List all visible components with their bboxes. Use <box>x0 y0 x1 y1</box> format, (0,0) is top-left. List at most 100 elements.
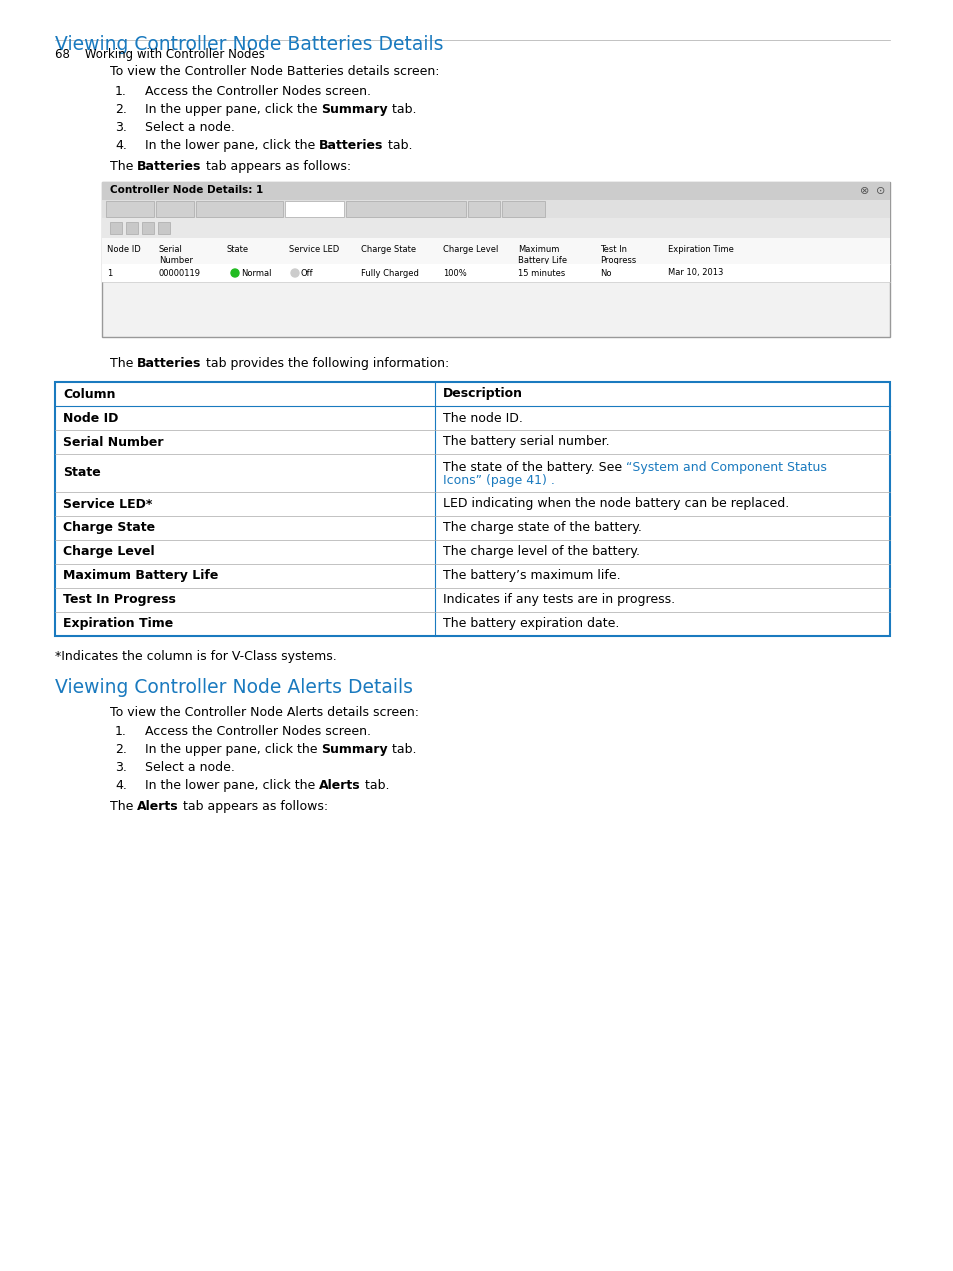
Text: Indicates if any tests are in progress.: Indicates if any tests are in progress. <box>442 594 675 606</box>
Text: Normal: Normal <box>241 268 272 277</box>
Text: 2.: 2. <box>115 744 127 756</box>
Bar <box>142 222 153 234</box>
Bar <box>102 182 889 337</box>
Text: 100%: 100% <box>442 268 466 277</box>
Text: LED indicating when the node battery can be replaced.: LED indicating when the node battery can… <box>442 497 788 511</box>
Text: Summary: Summary <box>321 103 388 116</box>
Text: Batteries: Batteries <box>137 160 201 173</box>
Bar <box>102 200 889 219</box>
Text: Access the Controller Nodes screen.: Access the Controller Nodes screen. <box>145 85 371 98</box>
Text: 1.: 1. <box>115 724 127 738</box>
Text: Batteries: Batteries <box>319 139 383 153</box>
Bar <box>468 201 500 217</box>
Bar <box>158 222 170 234</box>
Text: 00000119: 00000119 <box>159 268 201 277</box>
Bar <box>102 182 889 200</box>
Bar <box>110 222 122 234</box>
Text: Maximum Battery Life: Maximum Battery Life <box>63 569 218 582</box>
Text: No: No <box>599 268 611 277</box>
Text: Number: Number <box>159 255 193 264</box>
Text: 1: 1 <box>107 268 112 277</box>
Text: The: The <box>110 799 137 813</box>
Text: Maximum: Maximum <box>517 245 558 254</box>
Text: tab.: tab. <box>360 779 389 792</box>
Text: Expiration Time: Expiration Time <box>667 245 733 254</box>
Text: Select a node.: Select a node. <box>145 121 234 133</box>
Text: Progress: Progress <box>599 255 636 264</box>
Text: Charge Level: Charge Level <box>442 245 497 254</box>
Text: 2.: 2. <box>115 103 127 116</box>
Text: The battery’s maximum life.: The battery’s maximum life. <box>442 569 619 582</box>
Text: “System and Component Status: “System and Component Status <box>625 461 826 474</box>
Text: The battery serial number.: The battery serial number. <box>442 436 609 449</box>
Text: Charge Level: Charge Level <box>63 545 154 558</box>
Text: Alerts: Alerts <box>137 799 179 813</box>
Text: *Indicates the column is for V-Class systems.: *Indicates the column is for V-Class sys… <box>55 649 336 663</box>
Bar <box>156 201 193 217</box>
Text: The: The <box>110 357 137 370</box>
Bar <box>102 238 889 264</box>
Bar <box>102 264 889 282</box>
Text: tab.: tab. <box>388 103 416 116</box>
Text: Charge State: Charge State <box>360 245 416 254</box>
Text: The: The <box>110 160 137 173</box>
Text: Viewing Controller Node Batteries Details: Viewing Controller Node Batteries Detail… <box>55 36 443 53</box>
Text: In the lower pane, click the: In the lower pane, click the <box>145 139 319 153</box>
Text: Expiration Time: Expiration Time <box>63 618 173 630</box>
Text: Icons” (page 41) .: Icons” (page 41) . <box>442 474 555 487</box>
Text: Fully Charged: Fully Charged <box>360 268 418 277</box>
Text: ⊗: ⊗ <box>859 186 868 196</box>
Text: State: State <box>227 245 249 254</box>
Text: 3.: 3. <box>115 761 127 774</box>
Text: Description: Description <box>442 388 522 400</box>
Text: The node ID.: The node ID. <box>442 412 522 425</box>
Text: Summary: Summary <box>113 205 151 214</box>
Bar <box>346 201 466 217</box>
Text: Mar 10, 2013: Mar 10, 2013 <box>667 268 722 277</box>
Text: The state of the battery. See: The state of the battery. See <box>442 461 625 474</box>
Text: Batteries: Batteries <box>137 357 201 370</box>
Text: The charge state of the battery.: The charge state of the battery. <box>442 521 641 535</box>
Text: tab appears as follows:: tab appears as follows: <box>179 799 328 813</box>
Text: Fans: Fans <box>472 205 489 214</box>
Bar <box>195 201 283 217</box>
Text: Select a node.: Select a node. <box>145 761 234 774</box>
Text: Service LED: Service LED <box>289 245 339 254</box>
Text: Microcontroller Unit: Microcontroller Unit <box>350 205 426 214</box>
Text: ▶: ▶ <box>504 205 508 210</box>
Text: Alerts: Alerts <box>510 205 533 214</box>
Text: The charge level of the battery.: The charge level of the battery. <box>442 545 639 558</box>
Text: 4.: 4. <box>115 779 127 792</box>
Bar <box>106 201 154 217</box>
Text: tab.: tab. <box>388 744 416 756</box>
Bar <box>126 222 138 234</box>
Text: In the upper pane, click the: In the upper pane, click the <box>145 744 321 756</box>
Circle shape <box>231 269 239 277</box>
Text: In the lower pane, click the: In the lower pane, click the <box>145 779 319 792</box>
Text: ⊙: ⊙ <box>875 186 884 196</box>
Text: Batteries: Batteries <box>289 205 328 214</box>
Text: Battery Life: Battery Life <box>517 255 566 264</box>
Text: Controller Node Details: 1: Controller Node Details: 1 <box>110 186 263 194</box>
Text: State: State <box>63 466 101 479</box>
Text: To view the Controller Node Batteries details screen:: To view the Controller Node Batteries de… <box>110 65 439 78</box>
Text: Charge State: Charge State <box>63 521 155 535</box>
Text: Column: Column <box>63 388 115 400</box>
Text: Node ID: Node ID <box>107 245 141 254</box>
Text: Serial: Serial <box>159 245 183 254</box>
Text: tab provides the following information:: tab provides the following information: <box>201 357 449 370</box>
Text: The battery expiration date.: The battery expiration date. <box>442 618 618 630</box>
Bar <box>285 201 344 217</box>
Text: Service LED*: Service LED* <box>63 497 152 511</box>
Text: 1.: 1. <box>115 85 127 98</box>
Text: tab.: tab. <box>383 139 412 153</box>
Text: Test In: Test In <box>599 245 626 254</box>
Text: Test In Progress: Test In Progress <box>63 594 175 606</box>
Bar <box>502 201 545 217</box>
Text: 15 minutes: 15 minutes <box>517 268 565 277</box>
Text: Power Supplies: Power Supplies <box>200 205 257 214</box>
Text: Ports: Ports <box>160 205 180 214</box>
Text: Alerts: Alerts <box>319 779 360 792</box>
Text: 3.: 3. <box>115 121 127 133</box>
Text: Viewing Controller Node Alerts Details: Viewing Controller Node Alerts Details <box>55 677 413 697</box>
